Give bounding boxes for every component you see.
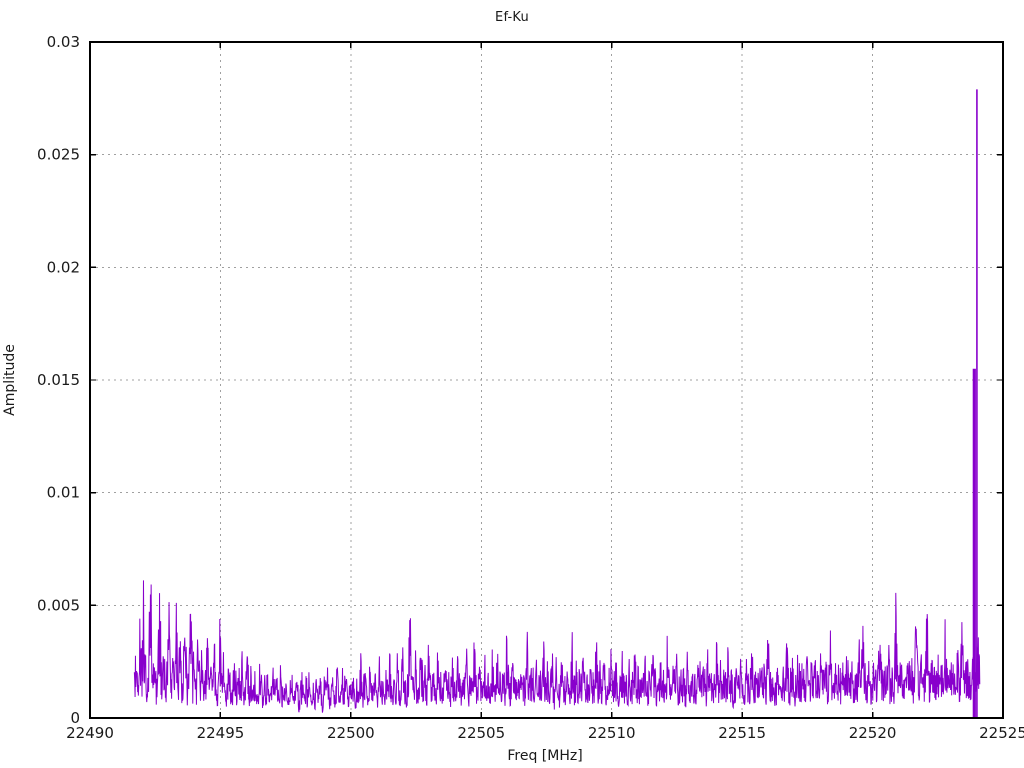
x-tick-label: 22510 <box>588 724 636 742</box>
y-tick-label: 0.02 <box>47 258 80 276</box>
spectrum-trace <box>133 580 981 713</box>
y-tick-label: 0.025 <box>37 146 80 164</box>
axis-tick-labels: 22490 22495 22500 22505 22510 22515 22520 22525… <box>37 33 1024 742</box>
x-tick-label: 22515 <box>718 724 766 742</box>
x-tick-label: 22525 <box>979 724 1024 742</box>
y-tick-label: 0.005 <box>37 596 80 614</box>
axis-ticks <box>89 41 1004 719</box>
x-tick-label: 22500 <box>327 724 375 742</box>
y-axis-label: Amplitude <box>2 344 18 416</box>
x-tick-label: 22495 <box>197 724 245 742</box>
x-axis-label: Freq [MHz] <box>507 748 582 764</box>
x-tick-label: 22520 <box>849 724 897 742</box>
y-tick-label: 0 <box>70 709 80 727</box>
y-tick-label: 0.03 <box>47 33 80 51</box>
y-tick-label: 0.015 <box>37 371 80 389</box>
chart-title: Ef-Ku <box>495 10 529 25</box>
y-tick-label: 0.01 <box>47 484 80 502</box>
gridlines <box>90 42 1003 718</box>
x-tick-label: 22490 <box>66 724 114 742</box>
data-series-layer <box>133 89 981 718</box>
x-tick-label: 22505 <box>457 724 505 742</box>
